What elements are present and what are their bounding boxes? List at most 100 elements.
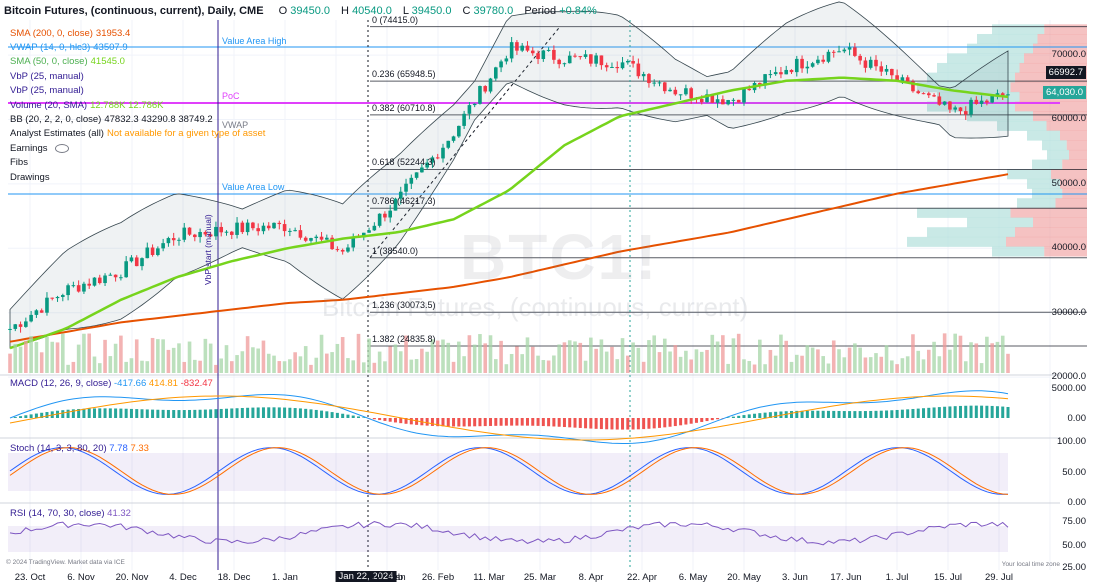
symbol-title[interactable]: Bitcoin Futures, (continuous, current), … (4, 5, 264, 17)
pane-axis-label: 50.00 (1062, 467, 1086, 478)
stoch-k-value: 7.78 (109, 443, 128, 454)
candle-body (320, 237, 324, 240)
pane-axis-label: 25.00 (1062, 562, 1086, 573)
macd-bar (753, 414, 756, 418)
candle-body (462, 114, 466, 126)
volume-bar (351, 360, 355, 373)
fib-label: 1.236 (30073.5) (372, 300, 436, 310)
pane-axis-label: 0.00 (1068, 497, 1087, 508)
legend-earnings[interactable]: Earnings (10, 143, 72, 154)
price-tag[interactable]: 64,030.0 (1043, 86, 1086, 99)
volume-bar (1001, 336, 1005, 373)
volume-bar (161, 339, 165, 373)
candle-body (56, 297, 60, 298)
time-axis-label: 15. Jul (934, 572, 962, 583)
volume-bar (98, 363, 102, 373)
legend-fibs[interactable]: Fibs (10, 157, 31, 168)
candle-body (341, 250, 345, 252)
volume-bar (985, 337, 989, 373)
fib-label: 0.786 (46217.3) (372, 196, 436, 206)
candle-body (494, 67, 498, 78)
candle-body (784, 70, 788, 74)
macd-bar (874, 411, 877, 418)
legend-drawings[interactable]: Drawings (10, 172, 53, 183)
macd-bar (552, 418, 555, 426)
legend-sma200[interactable]: SMA (200, 0, close)31953.4 (10, 28, 133, 39)
macd-bar (156, 410, 159, 418)
pane-axis-label: 0.00 (1068, 413, 1087, 424)
close-label: C (463, 5, 471, 17)
macd-bar (584, 418, 587, 428)
volume-bar (373, 363, 377, 373)
volume-bar (547, 361, 551, 373)
macd-legend[interactable]: MACD (12, 26, 9, close) -417.66 414.81 -… (10, 378, 213, 389)
candle-body (468, 105, 472, 114)
macd-bar (706, 418, 709, 421)
volume-bar (156, 339, 160, 373)
volume-bar (336, 344, 340, 373)
macd-bar (288, 408, 291, 418)
vbp-down-bar (1015, 227, 1087, 237)
legend-sma50[interactable]: SMA (50, 0, close)41545.0 (10, 56, 128, 67)
macd-bar (790, 411, 793, 418)
legend-vbp-1[interactable]: VbP (25, manual) (10, 71, 87, 82)
volume-bar (864, 357, 868, 373)
candle-body (505, 58, 509, 61)
legend-values: 43507.9 (93, 42, 127, 53)
vbp-up-bar (1032, 160, 1062, 170)
candle-body (964, 111, 968, 114)
legend-vwap[interactable]: VWAP (14, 0, hlc3)43507.9 (10, 42, 131, 53)
candle-body (436, 157, 440, 158)
volume-bar (415, 359, 419, 373)
macd-bar (964, 406, 967, 418)
macd-bar (357, 416, 360, 418)
candle-body (87, 284, 91, 286)
volume-bar (721, 335, 725, 373)
macd-bar (489, 418, 492, 426)
candle-body (985, 101, 989, 103)
macd-bar (658, 418, 661, 428)
macd-bar (183, 410, 186, 418)
stoch-legend[interactable]: Stoch (14, 3, 3, 80, 20) 7.78 7.33 (10, 443, 149, 454)
volume-bar (637, 348, 641, 373)
candle-body (975, 100, 979, 104)
macd-bar (61, 410, 64, 418)
volume-bar (621, 338, 625, 373)
volume-bar (520, 354, 524, 373)
volume-bar (605, 352, 609, 373)
volume-bar (119, 336, 123, 373)
volume-bar (916, 351, 920, 373)
candle-body (747, 89, 751, 90)
macd-bar (494, 418, 497, 426)
candle-body (811, 63, 815, 67)
candle-body (77, 285, 81, 291)
volume-bar (980, 363, 984, 373)
volume-bar (320, 335, 324, 373)
price-tag[interactable]: 66992.7 (1046, 66, 1086, 79)
macd-bar (463, 418, 466, 426)
volume-bar (874, 353, 878, 373)
candle-body (188, 228, 192, 235)
macd-bar (838, 411, 841, 418)
eye-icon[interactable] (55, 144, 69, 153)
legend-volume[interactable]: Volume (20, SMA)12.788K 12.786K (10, 100, 167, 111)
open-label: O (279, 5, 288, 17)
volume-bar (996, 342, 1000, 373)
volume-bar (515, 346, 519, 373)
volume-bar (911, 334, 915, 373)
candle-body (663, 82, 667, 91)
volume-bar (193, 360, 197, 373)
legend-bb[interactable]: BB (20, 2, 2, 0, close)47832.3 43290.8 3… (10, 114, 216, 125)
macd-bar (521, 418, 524, 426)
macd-bar (320, 411, 323, 418)
rsi-legend[interactable]: RSI (14, 70, 30, close) 41.32 (10, 508, 131, 519)
candle-body (478, 86, 482, 104)
volume-bar (299, 356, 303, 373)
volume-bar (853, 343, 857, 373)
legend-vbp-2[interactable]: VbP (25, manual) (10, 85, 87, 96)
macd-bar (341, 414, 344, 418)
local-time-label[interactable]: Your local time zone (1002, 561, 1060, 568)
macd-bar (632, 418, 635, 429)
candle-body (193, 235, 197, 237)
volume-bar (135, 339, 139, 373)
